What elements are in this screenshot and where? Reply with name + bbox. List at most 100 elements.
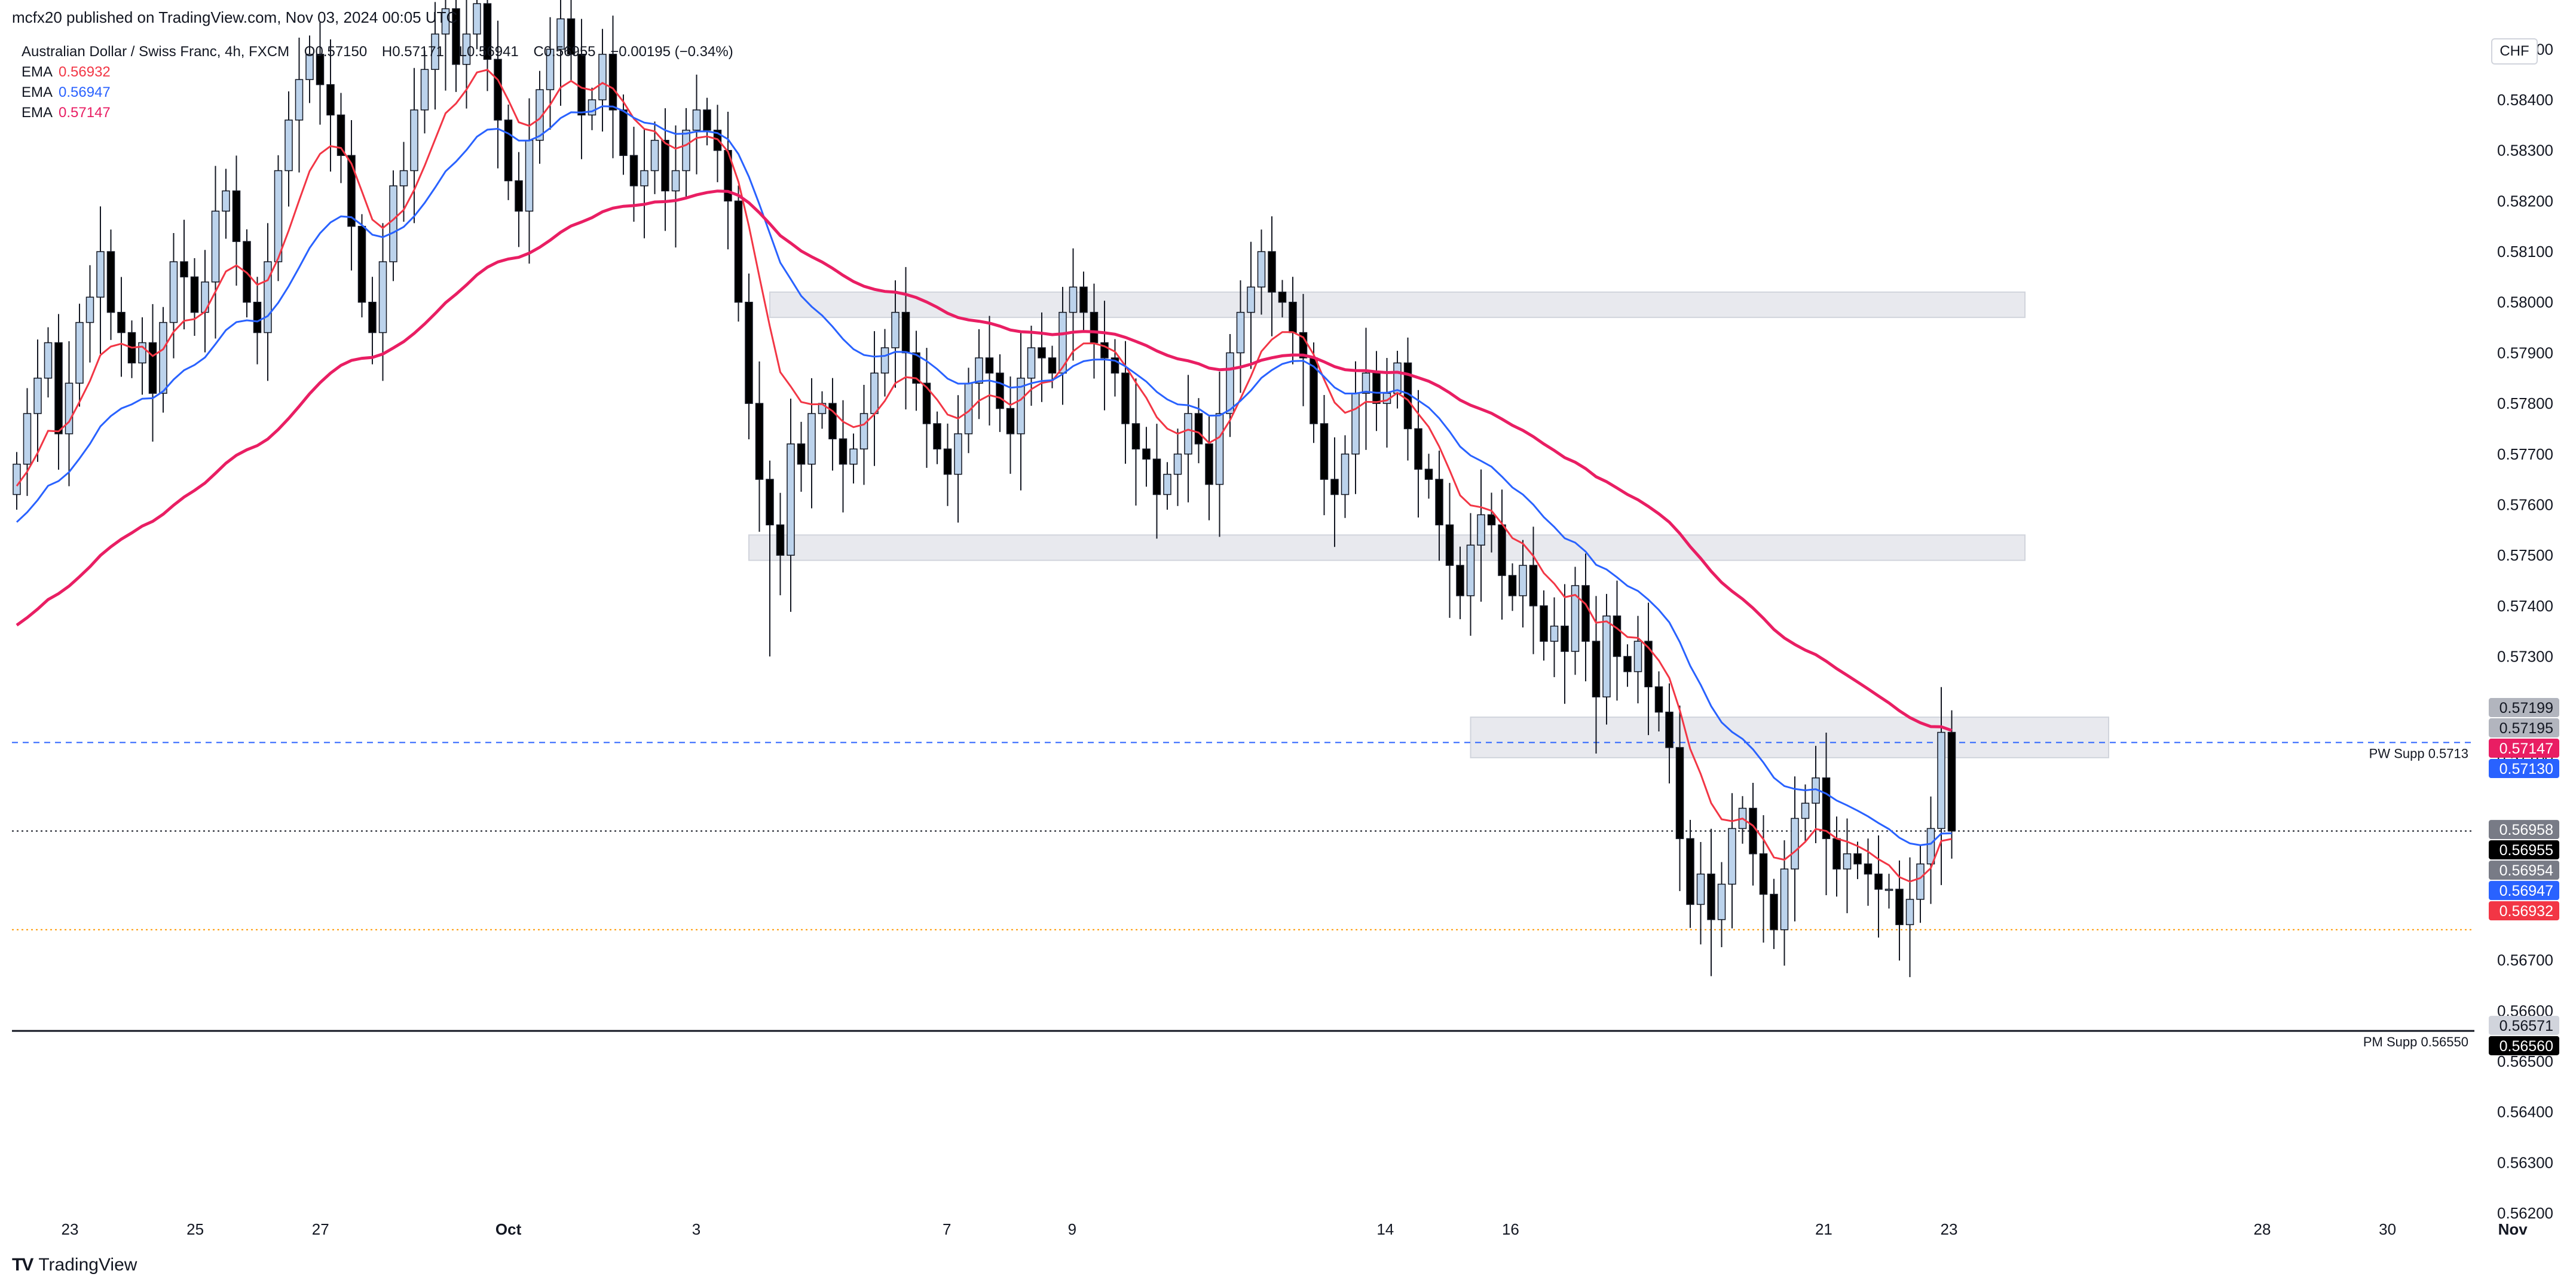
ema-line[interactable] [16, 189, 1953, 732]
candle[interactable] [1351, 361, 1360, 494]
candle[interactable] [1686, 819, 1694, 928]
candle[interactable] [1561, 584, 1569, 704]
candle[interactable] [1006, 376, 1015, 474]
candle[interactable] [1289, 277, 1297, 365]
candle[interactable] [483, 0, 492, 91]
candle[interactable] [1791, 776, 1799, 921]
candle[interactable] [1832, 816, 1841, 897]
candle[interactable] [787, 399, 795, 612]
candle[interactable] [148, 304, 157, 442]
candle[interactable] [284, 91, 293, 207]
candle[interactable] [420, 50, 429, 134]
candle[interactable] [943, 423, 952, 506]
candle[interactable] [1696, 842, 1705, 945]
candle[interactable] [494, 20, 502, 169]
price-badge[interactable]: 0.57130 [2489, 759, 2559, 779]
ema-line[interactable] [16, 69, 1952, 883]
candle[interactable] [1853, 841, 1862, 880]
price-badge[interactable]: 0.56932 [2489, 901, 2559, 921]
candle[interactable] [1205, 415, 1213, 520]
candle[interactable] [180, 219, 188, 330]
candle[interactable] [1937, 687, 1945, 886]
candle[interactable] [1728, 793, 1736, 929]
price-badge[interactable]: 0.56947 [2489, 881, 2559, 901]
candle[interactable] [75, 304, 84, 407]
candle[interactable] [745, 273, 753, 440]
support-resistance-zone[interactable] [1470, 717, 2109, 758]
candle[interactable] [1278, 280, 1287, 318]
support-resistance-zone[interactable] [769, 291, 2026, 319]
candle[interactable] [1926, 796, 1935, 904]
candle[interactable] [138, 317, 146, 395]
candle[interactable] [1424, 454, 1433, 499]
candle[interactable] [766, 460, 774, 657]
candle[interactable] [1435, 451, 1443, 561]
candle[interactable] [1445, 483, 1454, 618]
candle[interactable] [1895, 861, 1904, 961]
candle[interactable] [316, 22, 325, 125]
candle[interactable] [106, 229, 115, 340]
candle[interactable] [1152, 424, 1161, 539]
candle[interactable] [577, 19, 586, 160]
candle[interactable] [1581, 553, 1590, 682]
candle[interactable] [755, 361, 764, 532]
candle[interactable] [1142, 427, 1151, 487]
candle[interactable] [1310, 342, 1318, 443]
candle[interactable] [1780, 840, 1789, 966]
candle[interactable] [556, 0, 565, 106]
candle[interactable] [975, 329, 983, 420]
candle[interactable] [891, 280, 900, 388]
candle[interactable] [1916, 845, 1925, 923]
candle[interactable] [1341, 435, 1350, 518]
candle[interactable] [671, 125, 680, 248]
price-badge[interactable]: 0.56571 [2489, 1015, 2559, 1035]
indicator-ema-fast[interactable]: EMA 0.56932 [22, 62, 733, 82]
candle[interactable] [849, 433, 858, 484]
candle[interactable] [33, 339, 42, 462]
price-badge[interactable]: 0.57147 [2489, 739, 2559, 758]
candle[interactable] [1508, 563, 1517, 611]
candle[interactable] [828, 378, 837, 471]
price-badge[interactable]: 0.56955 [2489, 840, 2559, 860]
candle[interactable] [797, 421, 806, 492]
candle[interactable] [1487, 492, 1496, 553]
candle[interactable] [954, 395, 962, 523]
candle[interactable] [1456, 546, 1464, 620]
indicator-ema-mid[interactable]: EMA 0.56947 [22, 82, 733, 103]
candle[interactable] [13, 452, 21, 510]
candle[interactable] [368, 277, 377, 365]
candle[interactable] [629, 127, 638, 222]
candle[interactable] [159, 307, 167, 413]
candle[interactable] [1017, 333, 1025, 491]
candle[interactable] [44, 327, 53, 398]
candle[interactable] [870, 331, 879, 466]
candle[interactable] [1268, 216, 1276, 336]
price-badge[interactable]: 0.57195 [2489, 718, 2559, 738]
candle[interactable] [1540, 590, 1548, 661]
candle[interactable] [1812, 746, 1820, 844]
candle[interactable] [1131, 378, 1140, 506]
candle[interactable] [1633, 616, 1642, 704]
symbol-title[interactable]: Australian Dollar / Swiss Franc, 4h, FXC… [22, 44, 290, 60]
candle[interactable] [452, 0, 460, 92]
candle[interactable] [1257, 229, 1266, 315]
candle[interactable] [1884, 874, 1893, 909]
candle[interactable] [734, 185, 743, 322]
candle[interactable] [1320, 394, 1329, 516]
candle[interactable] [1947, 710, 1956, 859]
candle[interactable] [880, 329, 889, 397]
candle[interactable] [1529, 526, 1538, 654]
candle[interactable] [305, 35, 314, 103]
candle[interactable] [1414, 390, 1422, 518]
candle[interactable] [1717, 862, 1726, 948]
candle[interactable] [190, 258, 199, 336]
brand-name[interactable]: TradingView [38, 1255, 137, 1275]
candle[interactable] [1048, 345, 1057, 388]
price-badge[interactable]: 0.56958 [2489, 820, 2559, 840]
candle[interactable] [682, 108, 690, 198]
candle[interactable] [1602, 593, 1611, 725]
candle[interactable] [1466, 513, 1475, 636]
candle[interactable] [326, 39, 335, 172]
candle[interactable] [1362, 327, 1370, 450]
candle[interactable] [1121, 341, 1130, 464]
